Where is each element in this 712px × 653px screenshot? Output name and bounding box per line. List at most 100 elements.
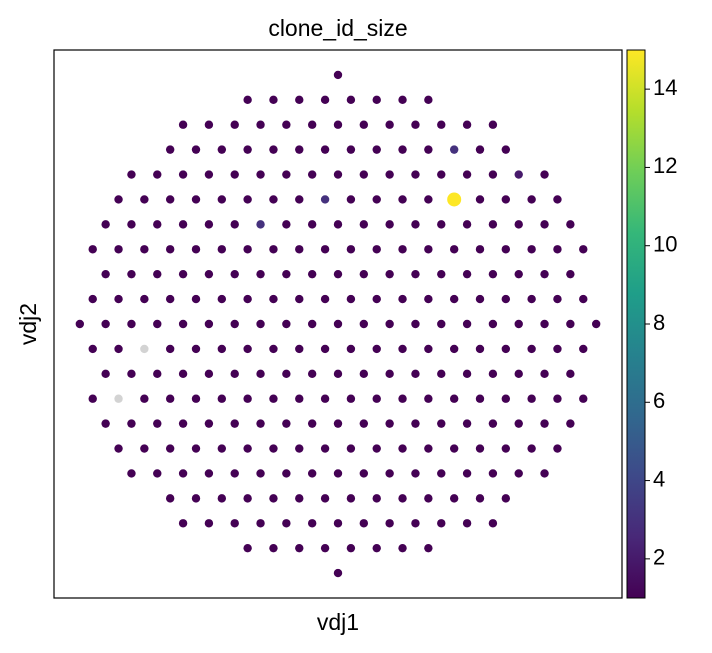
point [398,543,407,553]
point [449,394,459,403]
point [295,444,304,453]
point [269,145,278,154]
points [75,70,601,578]
point [424,294,433,304]
point [475,394,485,403]
point [153,419,162,428]
point [424,95,433,105]
point [243,95,252,105]
point [295,245,304,254]
point [140,245,149,254]
point [514,369,523,379]
point [333,568,343,578]
point [475,294,485,304]
point [424,543,433,553]
point [579,294,588,304]
point [295,394,304,403]
point [101,369,110,379]
point [140,394,149,403]
point [449,245,459,254]
point [333,170,343,179]
point [385,519,394,528]
point [449,494,459,503]
point [230,319,239,329]
point [230,419,239,428]
point [462,419,472,428]
point [204,319,214,329]
point [527,195,536,204]
point [385,319,394,329]
point [424,394,433,403]
point [256,269,265,279]
point [527,294,536,304]
point [165,394,175,403]
point [475,494,485,503]
point [307,419,317,428]
point [256,419,265,428]
colorbar-tick-label: 2 [653,545,665,570]
point [269,245,278,254]
point [230,170,239,179]
point [88,344,97,354]
point [153,170,162,179]
point [398,394,407,403]
point [243,494,252,503]
point [372,444,381,453]
point [178,369,188,379]
point [114,294,123,304]
point [178,469,188,478]
point [282,170,291,179]
point [127,469,136,478]
point [475,344,485,354]
point [359,220,369,229]
point [101,319,110,329]
point [295,294,304,304]
point [178,269,188,279]
point [527,394,536,403]
point [269,444,278,453]
point [320,95,330,105]
point [346,95,356,105]
point [385,269,394,279]
point [566,269,575,279]
point [165,344,175,354]
point [566,369,575,379]
point [165,145,175,154]
point [462,519,472,528]
point [295,543,304,553]
point [333,220,343,229]
point [140,344,149,354]
colorbar-tick-label: 14 [653,75,677,100]
point [88,294,97,304]
point [514,419,523,428]
point [514,319,523,329]
point [333,120,343,129]
point [488,419,498,428]
point [307,269,317,279]
point [398,195,407,204]
point [411,419,420,428]
point [333,419,343,428]
point [307,120,317,129]
point [204,269,214,279]
point [256,519,265,528]
point [527,344,536,354]
point [114,245,123,254]
point [475,145,485,154]
point [333,70,343,80]
point [359,369,369,379]
point [127,369,136,379]
point [307,369,317,379]
point [320,394,330,403]
point [359,120,369,129]
point [243,195,252,204]
point [217,344,227,354]
point [127,419,136,428]
point [462,469,472,478]
point [153,469,162,478]
point [346,444,356,453]
point [398,294,407,304]
point [320,245,330,254]
point [437,519,446,528]
